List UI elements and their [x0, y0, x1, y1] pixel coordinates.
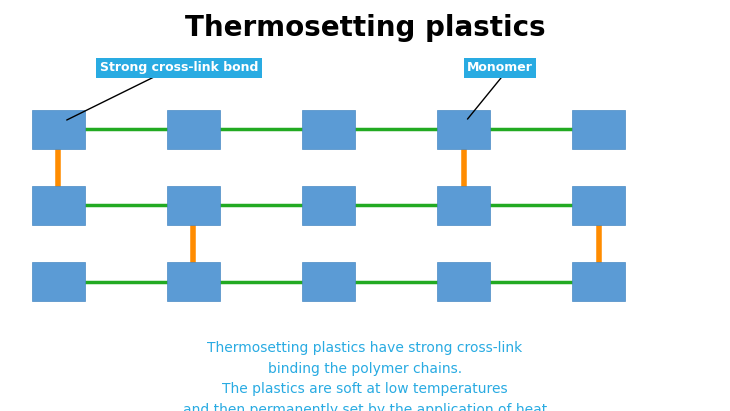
FancyBboxPatch shape — [302, 262, 355, 301]
FancyBboxPatch shape — [167, 110, 220, 149]
FancyBboxPatch shape — [572, 110, 625, 149]
Text: Thermosetting plastics: Thermosetting plastics — [185, 14, 545, 42]
FancyBboxPatch shape — [572, 186, 625, 225]
FancyBboxPatch shape — [437, 262, 490, 301]
FancyBboxPatch shape — [167, 186, 220, 225]
FancyBboxPatch shape — [32, 110, 85, 149]
FancyBboxPatch shape — [167, 262, 220, 301]
FancyBboxPatch shape — [32, 186, 85, 225]
FancyBboxPatch shape — [437, 186, 490, 225]
Text: Thermosetting plastics have strong cross-link
binding the polymer chains.
The pl: Thermosetting plastics have strong cross… — [183, 341, 547, 411]
Text: Strong cross-link bond: Strong cross-link bond — [100, 61, 258, 74]
FancyBboxPatch shape — [572, 262, 625, 301]
FancyBboxPatch shape — [302, 110, 355, 149]
FancyBboxPatch shape — [437, 110, 490, 149]
FancyBboxPatch shape — [32, 262, 85, 301]
FancyBboxPatch shape — [302, 186, 355, 225]
Text: Monomer: Monomer — [467, 61, 533, 74]
